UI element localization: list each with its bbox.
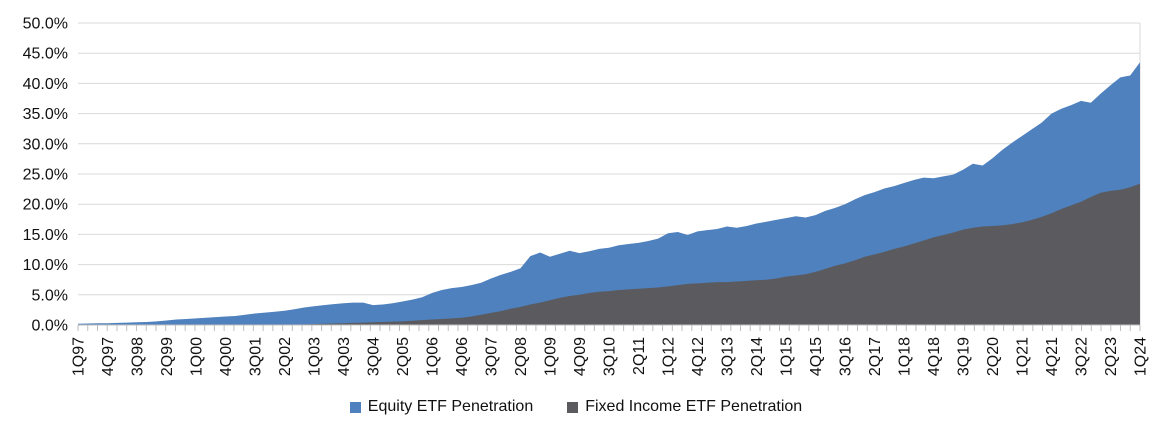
x-axis-tick-label: 3Q10	[602, 337, 619, 376]
x-axis-tick-label: 4Q18	[926, 337, 943, 376]
x-axis-tick-label: 1Q18	[897, 337, 914, 376]
x-axis-tick-label: 1Q12	[661, 337, 678, 376]
y-axis-tick-label: 0.0%	[32, 318, 68, 335]
x-axis-tick-label: 1Q24	[1133, 337, 1150, 376]
x-axis-tick-label: 2Q99	[159, 337, 176, 376]
x-axis-tick-label: 2Q23	[1103, 337, 1120, 376]
x-axis-tick-label: 3Q01	[248, 337, 265, 376]
legend: Equity ETF Penetration Fixed Income ETF …	[0, 399, 1152, 415]
x-axis-tick-label: 4Q06	[454, 337, 471, 376]
equity-series-swatch-icon	[349, 401, 361, 413]
x-axis-tick-label: 4Q00	[218, 337, 235, 376]
x-axis-tick-label: 1Q03	[307, 337, 324, 376]
x-axis-tick-label: 3Q22	[1074, 337, 1091, 376]
y-axis-tick-label: 40.0%	[23, 76, 68, 93]
y-axis-tick-label: 45.0%	[23, 46, 68, 63]
legend-item-fixed-income: Fixed Income ETF Penetration	[567, 399, 802, 415]
x-axis-tick-label: 1Q09	[543, 337, 560, 376]
fixed-income-series-swatch-icon	[567, 401, 579, 413]
x-axis-tick-label: 1Q15	[779, 337, 796, 376]
x-axis-tick-label: 3Q19	[956, 337, 973, 376]
y-axis-tick-label: 50.0%	[23, 16, 68, 33]
x-axis-tick-label: 3Q04	[366, 337, 383, 376]
x-axis-tick-label: 3Q98	[130, 337, 147, 376]
x-axis-tick-label: 4Q09	[572, 337, 589, 376]
plot-area: 0.0% 5.0% 10.0% 15.0% 20.0% 25.0% 30.0% 35.0% 40…	[23, 16, 1150, 377]
x-axis-tick-label: 2Q11	[631, 337, 648, 375]
x-axis-tick-label: 4Q12	[690, 337, 707, 376]
y-axis-tick-label: 25.0%	[23, 167, 68, 184]
legend-label-fixed-income: Fixed Income ETF Penetration	[585, 398, 803, 415]
y-axis-tick-label: 20.0%	[23, 197, 68, 214]
x-axis-tick-label: 3Q07	[484, 337, 501, 376]
x-axis-tick-label: 3Q13	[720, 337, 737, 376]
x-axis-tick-label: 1Q97	[71, 337, 88, 376]
legend-label-equity: Equity ETF Penetration	[367, 398, 534, 415]
x-axis-tick-label: 4Q03	[336, 337, 353, 376]
legend-item-equity: Equity ETF Penetration	[349, 398, 534, 415]
y-axis-tick-label: 15.0%	[23, 227, 68, 244]
x-axis-tick-label: 2Q20	[985, 337, 1002, 376]
x-axis-tick-label: 1Q00	[189, 337, 206, 376]
x-axis-tick-label: 4Q97	[100, 337, 117, 376]
x-axis-tick-label: 1Q21	[1015, 337, 1032, 376]
fixed-income-area-series	[78, 183, 1140, 325]
y-axis-tick-label: 5.0%	[32, 287, 68, 304]
x-axis-tick-label: 2Q17	[867, 337, 884, 376]
x-axis-tick-label: 3Q16	[838, 337, 855, 376]
x-axis-tick-label: 4Q21	[1044, 337, 1061, 376]
y-axis-tick-label: 30.0%	[23, 136, 68, 153]
x-axis-tick-label: 1Q06	[425, 337, 442, 376]
x-axis-tick-label: 2Q05	[395, 337, 412, 376]
x-axis-tick-label: 2Q08	[513, 337, 530, 376]
x-axis-tick-label: 2Q02	[277, 337, 294, 376]
x-axis-tick-label: 2Q14	[749, 337, 766, 376]
x-axis-tick-label: 4Q15	[808, 337, 825, 376]
y-axis-tick-label: 35.0%	[23, 106, 68, 123]
y-axis-tick-label: 10.0%	[23, 257, 68, 274]
